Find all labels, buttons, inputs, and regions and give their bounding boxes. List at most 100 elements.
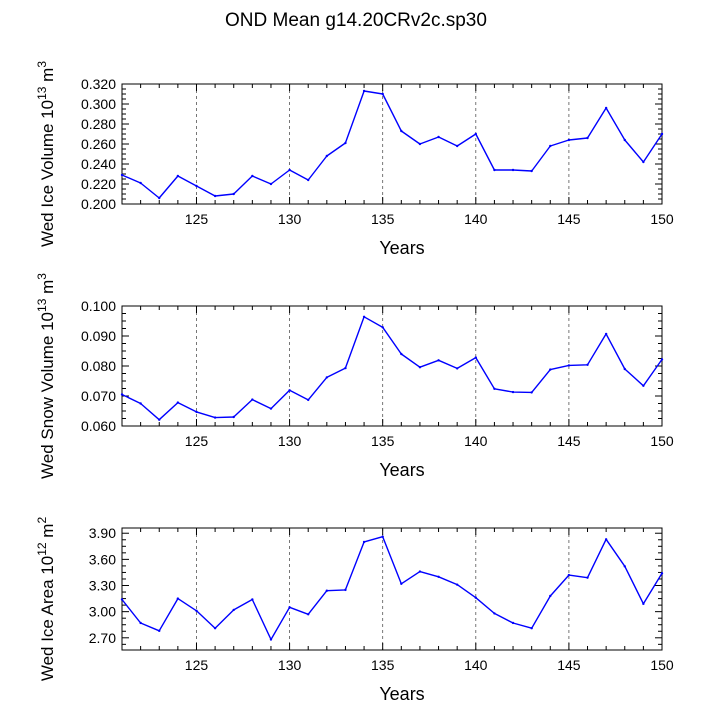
data-point: [549, 144, 552, 148]
data-point: [567, 573, 571, 577]
data-point: [493, 612, 496, 615]
y-axis-label-part: m: [38, 280, 57, 299]
data-point: [642, 602, 645, 606]
data-point: [586, 363, 589, 366]
x-tick-label: 140: [464, 211, 488, 227]
x-tick-label: 140: [464, 657, 488, 673]
data-point: [530, 391, 533, 394]
data-point: [307, 398, 310, 402]
data-point: [604, 106, 608, 110]
data-point: [567, 364, 571, 367]
x-axis-label: Years: [379, 460, 424, 480]
y-tick-label: 0.280: [81, 116, 116, 132]
y-tick-label: 0.240: [81, 156, 116, 172]
x-tick-label: 150: [650, 433, 674, 449]
data-point: [660, 132, 664, 136]
data-point: [493, 387, 496, 390]
data-point: [269, 182, 273, 186]
data-point: [251, 398, 254, 401]
data-point: [195, 609, 198, 612]
y-axis-label-part: Wed Ice Volume 10: [38, 100, 57, 247]
y-axis-label-exponent: 2: [35, 517, 49, 524]
y-tick-label: 0.220: [81, 176, 116, 192]
data-point: [158, 418, 161, 421]
data-point: [288, 168, 291, 172]
data-point: [158, 196, 161, 200]
data-point: [344, 366, 347, 370]
y-tick-label: 3.90: [89, 525, 116, 541]
data-point: [455, 583, 459, 586]
data-point: [474, 596, 477, 599]
data-point: [344, 141, 347, 145]
data-point: [232, 415, 235, 419]
x-tick-label: 140: [464, 433, 488, 449]
data-point: [139, 181, 142, 185]
y-axis-label: Wed Ice Area 1012 m2: [35, 517, 57, 682]
data-point: [232, 192, 235, 196]
data-point: [158, 629, 161, 633]
x-tick-label: 145: [557, 657, 581, 673]
data-point: [381, 326, 384, 329]
data-point: [120, 598, 124, 601]
y-axis-label: Wed Ice Volume 1013 m3: [35, 61, 57, 247]
series-line: [121, 316, 663, 421]
data-point: [530, 627, 533, 630]
y-tick-label: 0.300: [81, 96, 116, 112]
data-point: [139, 402, 142, 405]
y-axis-label-exponent: 12: [35, 542, 49, 556]
x-axis-label: Years: [379, 238, 424, 258]
data-point: [269, 638, 273, 641]
data-point: [344, 588, 347, 592]
y-tick-label: 2.70: [89, 630, 116, 646]
data-point: [511, 621, 515, 625]
data-point: [642, 384, 645, 387]
data-point: [288, 389, 291, 392]
data-point: [325, 589, 329, 592]
data-point: [549, 368, 552, 371]
y-tick-label: 0.060: [81, 418, 116, 434]
x-tick-label: 145: [557, 433, 581, 449]
data-point: [362, 540, 366, 544]
y-axis-label-part: m: [38, 68, 57, 87]
plot-frame: [121, 305, 663, 427]
y-axis-label-part: Wed Ice Area 10: [38, 556, 57, 681]
data-point: [604, 332, 608, 336]
data-point: [586, 136, 589, 140]
series-line: [121, 536, 663, 641]
data-point: [623, 565, 626, 568]
data-point: [232, 608, 235, 612]
data-point: [307, 613, 310, 616]
data-point: [474, 356, 477, 359]
data-point: [567, 138, 571, 142]
chart-title: OND Mean g14.20CRv2c.sp30: [225, 10, 487, 31]
data-point: [251, 174, 254, 178]
data-point: [400, 582, 403, 585]
x-tick-label: 130: [278, 211, 302, 227]
data-point: [307, 178, 310, 182]
y-axis-label-exponent: 3: [35, 273, 49, 280]
panel-1: 0.200 0.220 0.240 0.260 0.280 0.300 0.320 125 13…: [35, 61, 674, 258]
y-axis-label: Wed Snow Volume 1013 m3: [35, 273, 57, 479]
data-point: [362, 315, 366, 318]
data-point: [455, 144, 459, 148]
data-point: [400, 352, 403, 356]
x-tick-label: 125: [185, 657, 209, 673]
y-tick-label: 0.070: [81, 388, 116, 404]
data-point: [418, 570, 422, 573]
y-tick-label: 0.100: [81, 298, 116, 314]
data-point: [269, 407, 273, 410]
x-tick-label: 150: [650, 657, 674, 673]
data-point: [213, 627, 217, 630]
data-point: [120, 173, 124, 177]
data-point: [586, 576, 589, 579]
data-point: [418, 366, 422, 369]
data-point: [195, 410, 198, 414]
data-point: [604, 538, 608, 541]
y-axis-label-part: m: [38, 524, 57, 543]
data-point: [288, 606, 291, 609]
plot-frame: [121, 527, 663, 651]
y-tick-label: 3.00: [89, 604, 116, 620]
data-point: [511, 390, 515, 394]
data-point: [213, 416, 217, 419]
